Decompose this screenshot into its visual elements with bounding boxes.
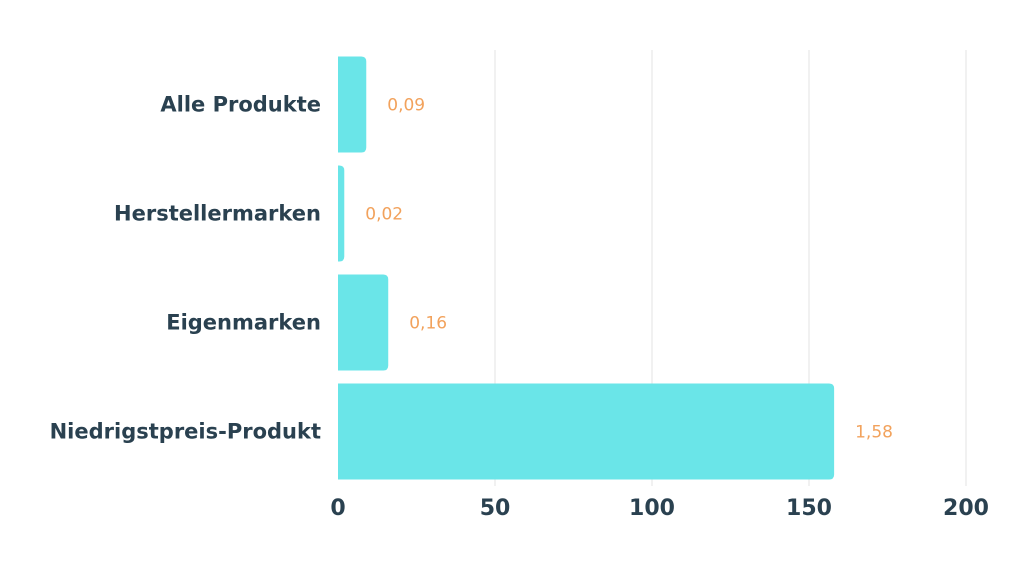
- data-label: 0,09: [387, 96, 425, 116]
- x-tick-label: 50: [480, 496, 511, 521]
- category-label: Herstellermarken: [114, 202, 321, 226]
- x-tick-label: 200: [943, 496, 989, 521]
- bar-herstellermarken: [338, 165, 345, 262]
- x-tick-label: 100: [629, 496, 675, 521]
- x-tick-label: 0: [330, 496, 345, 521]
- data-label: 1,58: [855, 423, 893, 443]
- bar-eigenmarken: [338, 274, 389, 371]
- category-label: Alle Produkte: [160, 93, 321, 117]
- x-tick-label: 150: [786, 496, 832, 521]
- data-label: 0,16: [409, 314, 447, 334]
- labels: 0 50 100 150 200 Alle Produkte 0,09 Herstellerm…: [50, 93, 989, 522]
- bar-niedrigstpreis-produkt: [338, 383, 835, 480]
- bars: [338, 56, 835, 480]
- data-label: 0,02: [365, 205, 403, 225]
- category-label: Niedrigstpreis-Produkt: [50, 420, 321, 444]
- category-label: Eigenmarken: [166, 311, 321, 335]
- bar-alle-produkte: [338, 56, 367, 153]
